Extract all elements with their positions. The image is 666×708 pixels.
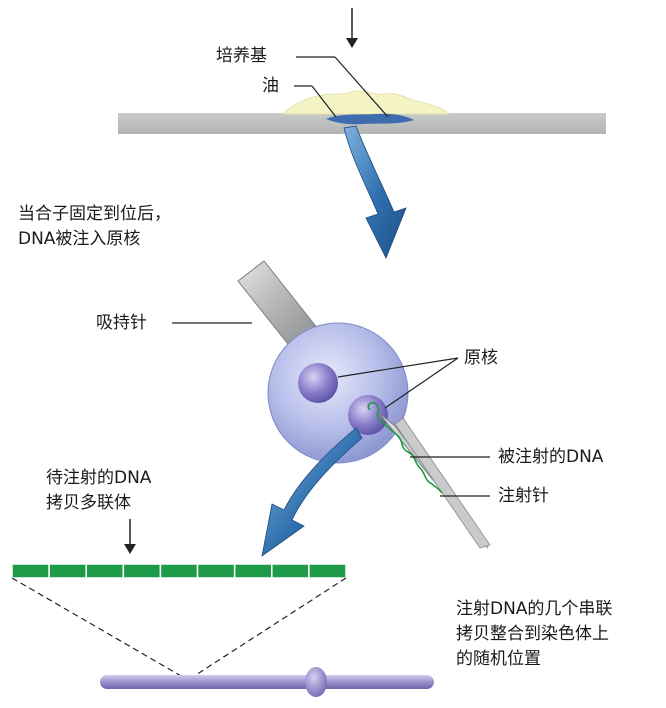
dna-copy-segment <box>85 563 125 579</box>
dna-copy-segment <box>271 563 310 579</box>
dashed-line-left <box>11 577 189 681</box>
label-oil: 油 <box>262 76 279 96</box>
label-integration-line1: 注射DNA的几个串联 <box>456 599 613 619</box>
oil-layer <box>326 113 414 125</box>
pronucleus-right <box>348 395 388 435</box>
injection-needle <box>377 411 491 549</box>
dna-copy-segment <box>11 563 50 579</box>
label-step-line1: 当合子固定到位后， <box>18 204 171 224</box>
centromere <box>305 667 327 697</box>
label-pronuclei: 原核 <box>464 348 498 368</box>
label-injection-needle: 注射针 <box>498 486 549 506</box>
label-concatemer-line1: 待注射的DNA <box>46 468 152 488</box>
chromosome <box>100 675 434 689</box>
curved-arrow-to-concatemer <box>261 427 363 557</box>
dna-copy-segment <box>308 563 347 579</box>
label-integration-line2: 拷贝整合到染色体上 <box>456 624 609 644</box>
injected-dna-strand <box>367 401 443 494</box>
dna-copy-segment <box>48 563 87 579</box>
top-down-arrow <box>346 8 358 48</box>
label-concatemer-line2: 拷贝多联体 <box>46 493 131 513</box>
pronucleus-leader-left <box>337 357 459 378</box>
dna-copy-segment <box>122 563 162 579</box>
pronucleus-leader-right <box>384 357 459 409</box>
dna-copy-segment <box>159 563 199 579</box>
dna-copy-segment <box>196 563 236 579</box>
dna-copy-segment <box>233 563 273 579</box>
concatemer-pointer-arrow <box>124 519 136 554</box>
dashed-line-right <box>187 577 347 681</box>
zygote-cell <box>267 322 409 464</box>
culture-medium-drop <box>280 90 452 115</box>
label-integration-line3: 的随机位置 <box>456 649 541 669</box>
curved-arrow-down <box>343 125 407 259</box>
oil-leader-line-diag <box>311 85 337 118</box>
dna-concatemer <box>11 563 347 579</box>
label-injected-dna: 被注射的DNA <box>498 447 604 467</box>
pronucleus-left <box>298 363 338 403</box>
label-medium: 培养基 <box>216 46 267 66</box>
label-step-line2: DNA被注入原核 <box>18 229 141 249</box>
label-holding-pipette: 吸持针 <box>96 313 147 333</box>
medium-leader-line-diag <box>334 56 389 118</box>
